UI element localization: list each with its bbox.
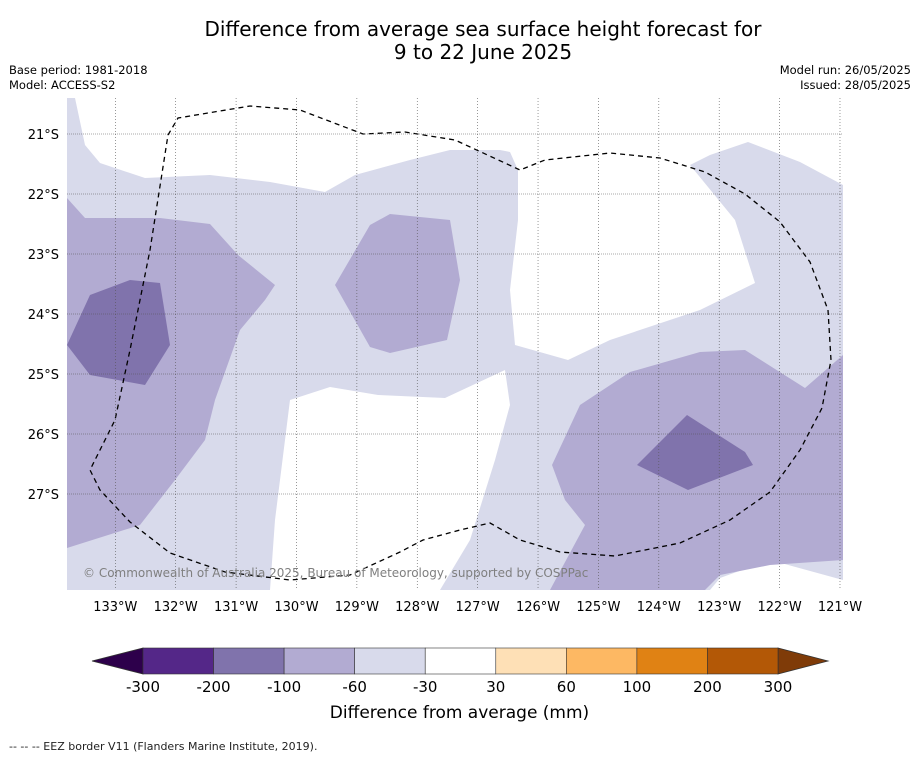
y-tick-label: 24°S <box>28 308 59 323</box>
issued-label: Issued: 28/05/2025 <box>800 78 911 92</box>
colorbar-extend-low <box>91 647 144 675</box>
colorbar-tick-label: 60 <box>557 678 576 696</box>
colorbar-tick-label: -30 <box>413 678 438 696</box>
model-run-label: Model run: 26/05/2025 <box>779 63 911 77</box>
model-label: Model: ACCESS-S2 <box>9 78 116 92</box>
colorbar-tick-label: -300 <box>126 678 160 696</box>
contour-band-neutral <box>710 560 843 590</box>
y-tick-label: 26°S <box>28 428 59 443</box>
y-tick-label: 21°S <box>28 128 59 143</box>
colorbar-segment <box>495 647 567 675</box>
colorbar-segment <box>636 647 708 675</box>
contour-band-dark <box>67 280 170 385</box>
colorbar-extend-high <box>777 647 830 675</box>
contour-band-medium <box>335 214 460 353</box>
chart-title: Difference from average sea surface heig… <box>0 18 919 64</box>
meta-left: Base period: 1981-2018 Model: ACCESS-S2 <box>9 63 148 93</box>
footnote: -- -- -- EEZ border V11 (Flanders Marine… <box>9 740 318 753</box>
colorbar-tick-label: -60 <box>342 678 367 696</box>
x-tick-label: 124°W <box>637 600 681 615</box>
map-area <box>67 98 843 590</box>
x-tick-label: 127°W <box>456 600 500 615</box>
axis-ticks: 133°W 132°W 131°W 130°W 129°W 128°W 127°W 126°W… <box>28 128 863 615</box>
copyright-text: © Commonwealth of Australia 2025, Bureau… <box>83 566 588 580</box>
base-period-label: Base period: 1981-2018 <box>9 63 148 77</box>
meta-right: Model run: 26/05/2025 Issued: 28/05/2025 <box>780 63 911 93</box>
eez-border <box>89 105 832 581</box>
x-tick-label: 123°W <box>697 600 741 615</box>
contour-band-neutral <box>67 98 843 360</box>
x-tick-label: 128°W <box>395 600 439 615</box>
x-tick-label: 133°W <box>93 600 137 615</box>
colorbar-tick-label: -100 <box>267 678 301 696</box>
x-tick-label: 126°W <box>516 600 560 615</box>
x-tick-label: 130°W <box>274 600 318 615</box>
colorbar-segment <box>142 647 214 675</box>
colorbar-segment <box>283 647 355 675</box>
colorbar-tick-label: 30 <box>486 678 505 696</box>
y-tick-label: 23°S <box>28 248 59 263</box>
colorbar-segment <box>354 647 426 675</box>
colorbar-tick-label: -200 <box>197 678 231 696</box>
x-tick-label: 122°W <box>758 600 802 615</box>
y-tick-label: 22°S <box>28 188 59 203</box>
x-tick-label: 131°W <box>214 600 258 615</box>
colorbar-label: Difference from average (mm) <box>329 703 590 723</box>
title-line-1: Difference from average sea surface heig… <box>204 17 762 41</box>
contour-band-dark <box>637 415 753 490</box>
colorbar-tick-label: 300 <box>764 678 793 696</box>
title-line-2: 9 to 22 June 2025 <box>393 40 573 64</box>
colorbar-segment <box>213 647 285 675</box>
x-tick-label: 129°W <box>335 600 379 615</box>
colorbar-segment <box>424 647 497 675</box>
colorbar-segment <box>566 647 638 675</box>
x-tick-label: 125°W <box>576 600 620 615</box>
y-tick-label: 25°S <box>28 368 59 383</box>
colorbar: -300 -200 -100 -60 -30 30 60 100 200 300 <box>91 647 830 696</box>
colorbar-tick-label: 100 <box>623 678 652 696</box>
x-tick-label: 121°W <box>818 600 862 615</box>
y-tick-label: 27°S <box>28 488 59 503</box>
x-tick-label: 132°W <box>154 600 198 615</box>
contour-band-neutral <box>270 370 510 590</box>
colorbar-segment <box>707 647 779 675</box>
colorbar-tick-label: 200 <box>693 678 722 696</box>
gridlines <box>67 98 843 590</box>
